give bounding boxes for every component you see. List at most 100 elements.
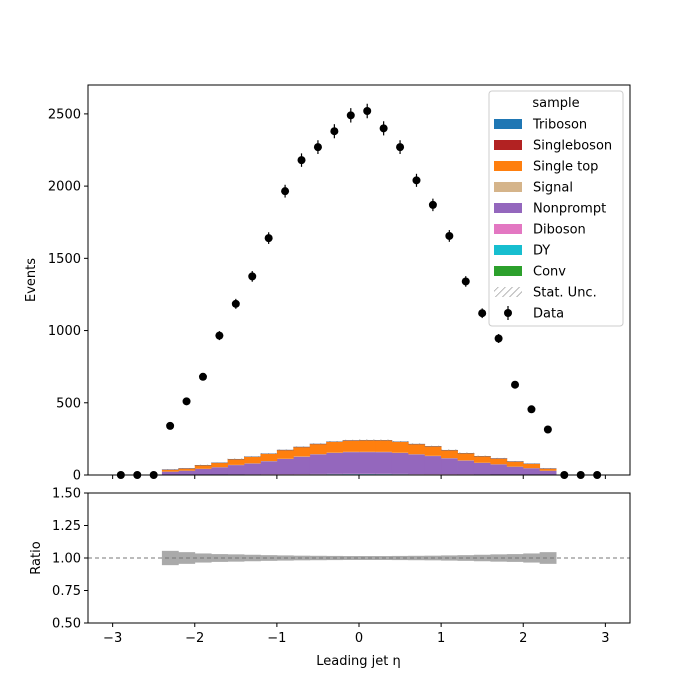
legend-entry: Singleboson	[494, 139, 612, 154]
data-point	[412, 176, 421, 185]
stack-bin	[342, 440, 360, 452]
legend-label: Diboson	[533, 223, 586, 238]
stack-bin	[326, 441, 343, 453]
data-point	[248, 272, 257, 281]
stack-bin	[523, 468, 541, 475]
stat-unc-bin	[490, 457, 507, 459]
stack-bin	[408, 454, 426, 474]
stack-signal	[161, 451, 557, 472]
stack-bin	[342, 452, 360, 474]
x-tick-label: 1	[437, 631, 445, 646]
legend-label: Single top	[533, 160, 598, 175]
stack-nonprompt	[161, 452, 557, 475]
stack-bin	[424, 456, 442, 475]
stat-unc-bin	[211, 462, 228, 464]
data-point	[330, 127, 339, 136]
y-tick-label: 1500	[48, 252, 81, 267]
stack-bin	[161, 469, 179, 472]
stack-bin	[244, 463, 261, 475]
ratio-unc-bin	[490, 554, 508, 562]
legend-data-marker	[504, 309, 512, 317]
x-tick-label: 0	[355, 631, 363, 646]
stat-unc-bin	[506, 460, 524, 462]
ratio-unc-bin	[441, 555, 458, 561]
ratio-unc-bin	[408, 555, 426, 561]
data-point	[281, 187, 290, 196]
stack-bin	[457, 453, 475, 461]
stack-bin	[260, 461, 278, 475]
stat-unc-bin	[523, 463, 540, 465]
legend-label: Data	[533, 307, 564, 322]
stat-unc-bin	[260, 453, 277, 455]
ratio-unc-bin	[539, 552, 557, 564]
stat-unc-bin	[227, 458, 245, 460]
stack-bin	[293, 456, 311, 475]
ratio-unc-bin	[359, 556, 376, 560]
x-tick-label: −1	[267, 631, 286, 646]
y-axis-label: Events	[24, 258, 39, 302]
data-point	[511, 380, 520, 389]
legend-entry: Data	[504, 306, 564, 322]
stack-bin	[293, 447, 311, 457]
stack-bin	[473, 462, 491, 475]
data-point	[231, 299, 240, 308]
stat-unc-bin	[457, 452, 474, 454]
x-axis-label: Leading jet η	[316, 654, 401, 669]
legend-label: Conv	[533, 265, 566, 280]
legend-label: Nonprompt	[533, 202, 606, 217]
ratio-unc-bin	[161, 550, 179, 566]
legend-label: Signal	[533, 181, 573, 196]
stat-unc-bin	[473, 455, 491, 457]
stacked-histogram	[161, 439, 573, 476]
data-point	[461, 277, 470, 286]
data-point	[363, 107, 372, 115]
stack-bin	[178, 468, 196, 471]
stack-bin	[424, 446, 442, 456]
stack-bin	[276, 458, 294, 475]
legend-swatch	[494, 203, 522, 213]
legend-entry: Single top	[494, 160, 598, 175]
y-tick-label: 2500	[48, 107, 81, 122]
x-tick-label: 2	[519, 631, 527, 646]
data-points	[116, 103, 602, 479]
stack-bin	[391, 441, 409, 453]
legend-label: Triboson	[532, 118, 587, 133]
data-point	[297, 156, 306, 165]
stack-bin	[194, 465, 212, 469]
legend-label: DY	[533, 244, 550, 259]
stat-unc-bin	[309, 443, 327, 445]
ratio-y-tick-label: 0.50	[52, 617, 81, 632]
legend-entry: Stat. Unc.	[494, 286, 597, 301]
ratio-unc-bin	[211, 554, 229, 562]
data-point	[182, 397, 191, 406]
x-tick-label: −2	[185, 631, 204, 646]
ratio-panel: 0.50 0.75 1.00 1.25 1.50 −3 −2 −1 0 1 2 3	[52, 487, 631, 646]
stack-bin	[441, 458, 458, 475]
x-tick-label: −3	[103, 631, 122, 646]
data-point	[396, 143, 405, 152]
ratio-unc-bin	[260, 555, 278, 561]
stat-unc-band	[161, 439, 557, 470]
data-point	[198, 372, 207, 381]
data-point	[346, 111, 355, 120]
stack-bin	[473, 456, 491, 463]
legend-box	[488, 90, 624, 327]
stack-bin	[539, 468, 557, 471]
stack-bin	[276, 450, 294, 459]
stack-bin	[326, 452, 343, 474]
y-tick-label: 2000	[48, 180, 81, 195]
stat-unc-bin	[359, 439, 376, 441]
stat-unc-bin	[293, 446, 310, 448]
legend-entry: Signal	[494, 181, 573, 196]
legend-swatch	[494, 119, 522, 129]
stack-bin	[490, 464, 508, 475]
stack-bin	[211, 462, 229, 468]
ratio-y-tick-label: 0.75	[52, 584, 81, 599]
legend-swatch	[494, 161, 522, 171]
stat-unc-bin	[178, 468, 195, 469]
stack-bin	[359, 440, 376, 452]
legend-hatch-swatch	[494, 287, 522, 297]
stack-bin	[506, 466, 524, 475]
ratio-unc-bin	[457, 555, 475, 561]
ratio-y-tick-label: 1.50	[52, 487, 81, 502]
